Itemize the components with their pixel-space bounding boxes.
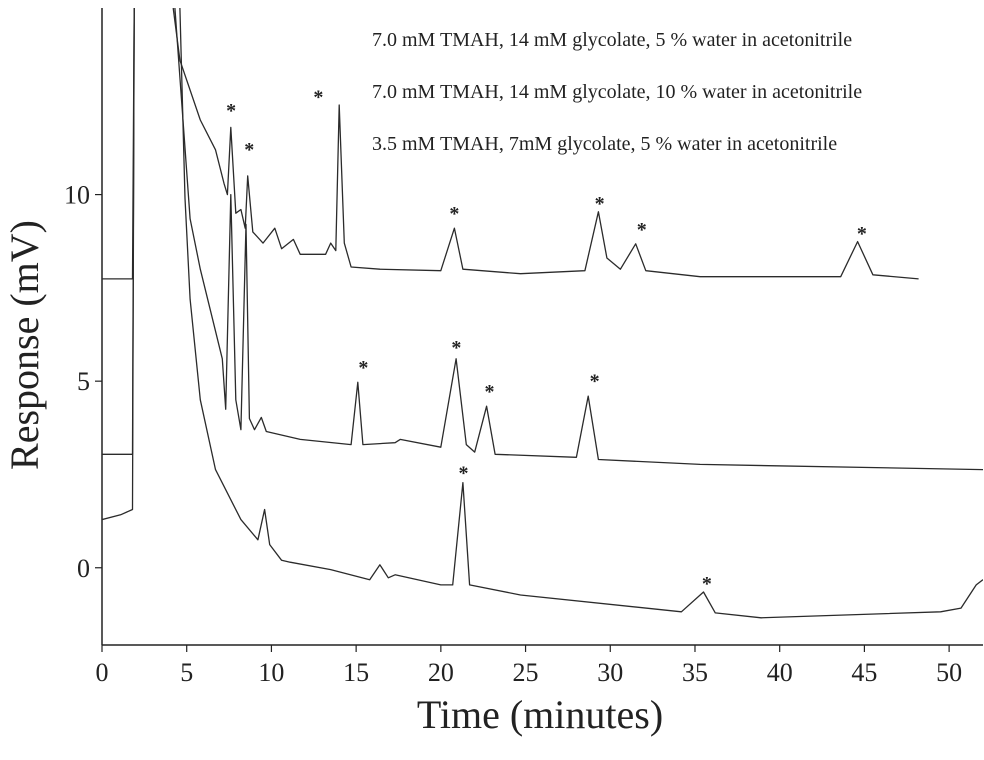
legend-entry: 7.0 mM TMAH, 14 mM glycolate, 5 % water … [372,29,852,51]
x-tick-label: 25 [513,658,539,687]
y-axis-title: Response (mV) [2,220,47,470]
x-axis-title: Time (minutes) [417,692,663,737]
x-tick-label: 45 [851,658,877,687]
peak-marker: * [244,139,254,161]
peak-marker: * [459,462,469,484]
y-tick-label: 0 [77,554,90,583]
y-tick-label: 5 [77,367,90,396]
trace [102,8,983,471]
x-tick-label: 0 [96,658,109,687]
peak-marker: * [484,381,494,403]
x-tick-label: 20 [428,658,454,687]
peak-marker: * [590,370,600,392]
x-tick-label: 40 [767,658,793,687]
peak-marker: * [637,219,647,241]
peak-marker: * [313,86,323,108]
plot-area [102,8,983,619]
x-tick-label: 5 [180,658,193,687]
peak-marker: * [702,573,712,595]
x-tick-label: 30 [597,658,623,687]
peak-marker: * [358,357,368,379]
peak-marker: * [226,100,236,122]
peak-marker: * [595,193,605,215]
legend-entry: 7.0 mM TMAH, 14 mM glycolate, 10 % water… [372,81,862,103]
labels: 0 5 10 15 20 25 30 35 40 45 50 0 5 10 7.0 mM TMAH, 14 … [64,29,962,687]
trace [102,8,983,619]
x-tick-label: 50 [936,658,962,687]
x-tick-label: 10 [258,658,284,687]
y-tick-label: 10 [64,181,90,210]
legend-entry: 3.5 mM TMAH, 7mM glycolate, 5 % water in… [372,133,837,155]
x-tick-label: 35 [682,658,708,687]
peak-marker: * [857,223,867,245]
axes [95,8,983,652]
peak-marker: * [451,337,461,359]
x-tick-label: 15 [343,658,369,687]
peak-marker: * [449,203,459,225]
